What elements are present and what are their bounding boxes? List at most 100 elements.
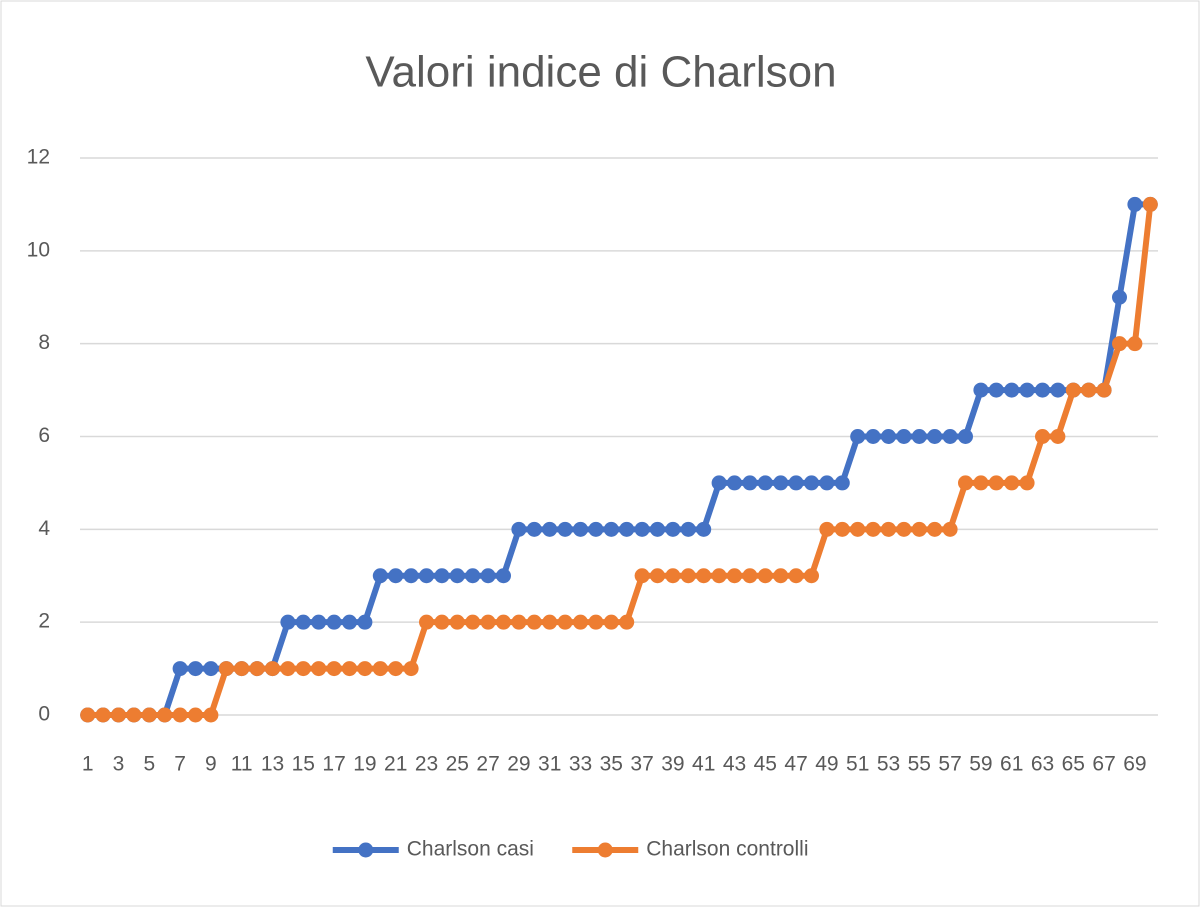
y-tick-label: 12	[27, 146, 50, 169]
point	[1050, 382, 1066, 398]
x-tick-label: 33	[569, 753, 592, 776]
point	[357, 661, 373, 677]
point	[342, 614, 357, 630]
point	[788, 475, 804, 491]
point	[357, 614, 373, 630]
point	[280, 614, 296, 630]
point	[1127, 336, 1143, 352]
point	[465, 568, 481, 584]
point	[711, 568, 727, 584]
point	[958, 429, 973, 444]
point	[403, 568, 419, 584]
point	[449, 568, 465, 584]
series-line	[87, 204, 1154, 718]
point	[403, 661, 419, 677]
point	[95, 707, 111, 723]
point	[157, 707, 173, 723]
point	[80, 707, 96, 723]
x-tick-label: 65	[1062, 753, 1085, 776]
point	[850, 429, 866, 444]
point	[326, 661, 342, 677]
point	[326, 614, 342, 630]
point	[619, 614, 635, 630]
point	[634, 521, 650, 537]
point	[1004, 475, 1020, 491]
x-tick-label: 45	[754, 753, 777, 776]
point	[557, 614, 573, 630]
point	[1019, 382, 1035, 398]
point	[234, 661, 250, 677]
x-tick-label: 21	[384, 753, 407, 776]
y-tick-label: 8	[38, 331, 50, 354]
point	[1050, 429, 1066, 444]
x-tick-label: 61	[1000, 753, 1023, 776]
point	[958, 475, 973, 491]
point	[834, 475, 850, 491]
point	[881, 521, 896, 537]
point	[265, 661, 280, 677]
point	[511, 521, 527, 537]
point	[757, 568, 773, 584]
point	[465, 614, 481, 630]
point	[1081, 382, 1097, 398]
x-tick-label: 23	[415, 753, 438, 776]
x-tick-label: 51	[846, 753, 869, 776]
x-tick-label: 31	[538, 753, 561, 776]
point	[865, 521, 881, 537]
point	[650, 568, 665, 584]
point	[711, 475, 727, 491]
y-tick-label: 2	[38, 610, 50, 633]
x-tick-label: 49	[815, 753, 838, 776]
point	[203, 707, 219, 723]
point	[126, 707, 142, 723]
point	[172, 661, 188, 677]
y-tick-label: 0	[38, 703, 50, 726]
point	[480, 568, 496, 584]
point	[603, 521, 619, 537]
point	[419, 614, 434, 630]
point	[342, 661, 357, 677]
point	[757, 475, 773, 491]
x-tick-label: 13	[261, 753, 284, 776]
point	[927, 429, 943, 444]
point	[573, 521, 588, 537]
legend-label: Charlson controlli	[646, 838, 808, 861]
point	[588, 521, 604, 537]
point	[542, 521, 558, 537]
point	[372, 661, 388, 677]
x-tick-label: 19	[353, 753, 376, 776]
x-tick-label: 25	[446, 753, 469, 776]
point	[311, 614, 327, 630]
point	[573, 614, 588, 630]
x-tick-label: 1	[82, 753, 94, 776]
x-tick-label: 53	[877, 753, 900, 776]
point	[496, 614, 511, 630]
point	[619, 521, 635, 537]
point	[526, 521, 542, 537]
point	[850, 521, 866, 537]
x-tick-label: 63	[1031, 753, 1054, 776]
point	[388, 661, 404, 677]
point	[834, 521, 850, 537]
point	[696, 568, 712, 584]
point	[419, 568, 434, 584]
y-tick-label: 10	[27, 238, 50, 261]
point	[188, 707, 203, 723]
point	[680, 568, 696, 584]
x-tick-label: 11	[231, 753, 253, 776]
point	[773, 568, 789, 584]
point	[911, 429, 927, 444]
point	[896, 429, 912, 444]
point	[280, 661, 296, 677]
point	[172, 707, 188, 723]
point	[911, 521, 927, 537]
point	[311, 661, 327, 677]
point	[526, 614, 542, 630]
point	[1019, 475, 1035, 491]
point	[1004, 382, 1020, 398]
point	[973, 475, 989, 491]
point	[988, 475, 1004, 491]
point	[1112, 336, 1127, 352]
point	[665, 521, 681, 537]
